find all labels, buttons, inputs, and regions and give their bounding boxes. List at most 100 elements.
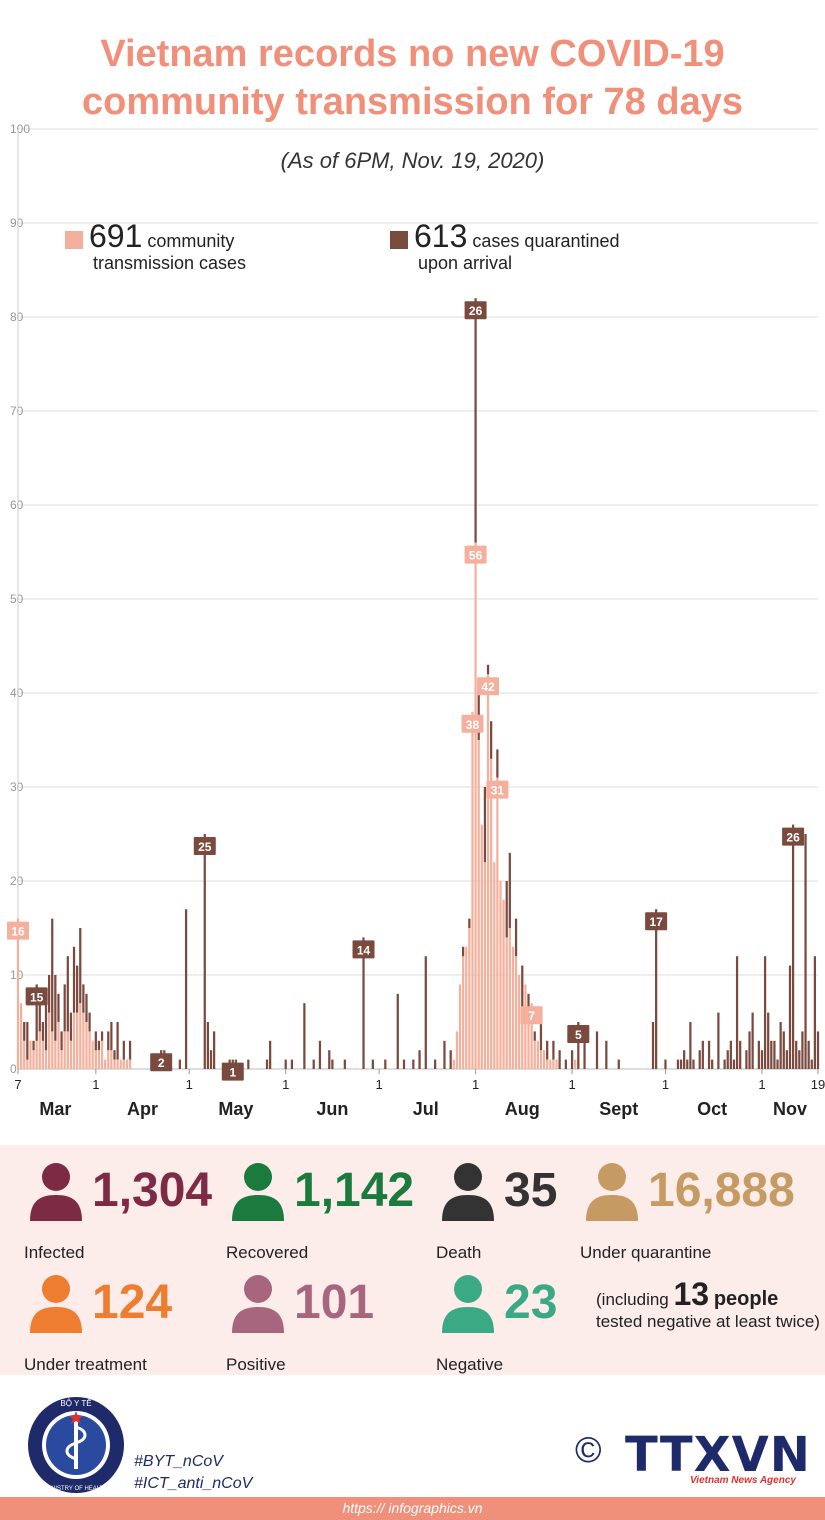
data-label-box [486, 780, 509, 799]
bar [51, 1031, 54, 1069]
bar [38, 1003, 41, 1032]
bar [44, 1050, 48, 1069]
bar [583, 1031, 586, 1069]
stat-infected-label: Infected [24, 1243, 85, 1262]
bar [331, 1059, 334, 1069]
bar [570, 1050, 574, 1069]
bar [41, 1040, 45, 1069]
bar [813, 956, 817, 1069]
bar [284, 1059, 287, 1069]
bar [125, 1059, 129, 1069]
logo-text-top: BỘ Y TẾ [60, 1398, 91, 1408]
bar [110, 1022, 113, 1051]
bar [490, 758, 493, 1069]
x-tick-label: 1 [375, 1077, 382, 1092]
bar [546, 1040, 549, 1060]
bar [539, 1022, 543, 1051]
bar [79, 928, 82, 1004]
bar [493, 862, 496, 1069]
bar [785, 1050, 788, 1069]
stat-negative-value: 23 [504, 1276, 558, 1329]
y-tick-label: 10 [10, 968, 24, 982]
bar [269, 1040, 272, 1069]
bar [735, 956, 739, 1069]
bar [679, 1059, 683, 1069]
person-icon [232, 1163, 284, 1221]
bar [247, 1059, 250, 1069]
data-label-box [567, 1025, 590, 1043]
bar [76, 965, 79, 1013]
bar [549, 1059, 552, 1069]
bar [412, 1059, 415, 1069]
bar [782, 1031, 785, 1069]
bar [318, 1040, 322, 1069]
stat-negative-label: Negative [436, 1355, 504, 1374]
x-tick-label: 1 [568, 1077, 575, 1092]
bar [518, 975, 521, 1069]
y-tick-label: 90 [10, 216, 24, 230]
bar [66, 1031, 69, 1069]
bar [795, 1040, 798, 1069]
source-url[interactable]: https:// infographics.vn [342, 1500, 483, 1516]
note-suffix-2: tested negative at least twice) [596, 1312, 820, 1331]
bar [527, 1022, 530, 1069]
bar [312, 1059, 315, 1069]
bar [546, 1059, 549, 1069]
bar [474, 542, 477, 1069]
person-icon [442, 1163, 494, 1221]
person-icon [30, 1275, 82, 1333]
legend-imported-label-2: upon arrival [418, 253, 513, 273]
bar [770, 1040, 773, 1069]
note-number: 13 [673, 1276, 710, 1312]
bar [723, 1059, 726, 1069]
bar [468, 918, 471, 928]
bar [748, 1031, 751, 1069]
stat-quarantine-label: Under quarantine [580, 1243, 712, 1262]
data-label-box [464, 301, 487, 320]
bar [110, 1050, 113, 1069]
x-tick-label: 1 [282, 1077, 289, 1092]
bar [107, 1031, 110, 1051]
y-tick-label: 100 [10, 122, 30, 136]
month-label: Sept [599, 1099, 638, 1119]
bar [521, 965, 524, 1013]
bar [499, 881, 502, 1069]
bar [113, 1050, 116, 1060]
data-label: 16 [11, 925, 25, 939]
data-label: 56 [469, 549, 483, 563]
bar [605, 1040, 608, 1069]
x-tick-label: 1 [662, 1077, 669, 1092]
bar [72, 1012, 76, 1069]
bar [29, 1040, 32, 1069]
bar [651, 1022, 655, 1069]
cases-bar-chart: 0102030405060708090100161522511438562642… [7, 122, 825, 1119]
bar [434, 1059, 437, 1069]
bar [69, 1040, 73, 1069]
bar [76, 1012, 79, 1069]
bar [203, 834, 206, 1069]
data-label: 2 [158, 1056, 165, 1070]
bar [458, 984, 462, 1069]
legend-community: 691 community transmission cases [65, 220, 246, 274]
bar [707, 1040, 711, 1069]
bar [502, 899, 505, 1069]
bar [57, 993, 60, 1022]
bar [63, 984, 66, 1032]
month-label: Jun [316, 1099, 348, 1119]
stat-quarantine-value: 16,888 [648, 1164, 795, 1217]
x-tick-label: 1 [472, 1077, 479, 1092]
legend-community-count: 691 [89, 218, 143, 254]
bar [51, 918, 54, 1032]
bar [508, 852, 511, 928]
bar [480, 824, 483, 1069]
data-label-box [193, 837, 216, 855]
bar [514, 918, 518, 957]
month-label: Apr [127, 1099, 158, 1119]
bar [539, 1050, 543, 1069]
bar [23, 1040, 26, 1069]
title-line-2: community transmission for 78 days [82, 81, 743, 123]
data-label: 38 [466, 718, 480, 732]
bar [371, 1059, 374, 1069]
bar [801, 1031, 804, 1069]
stat-recovered-value: 1,142 [294, 1164, 415, 1217]
